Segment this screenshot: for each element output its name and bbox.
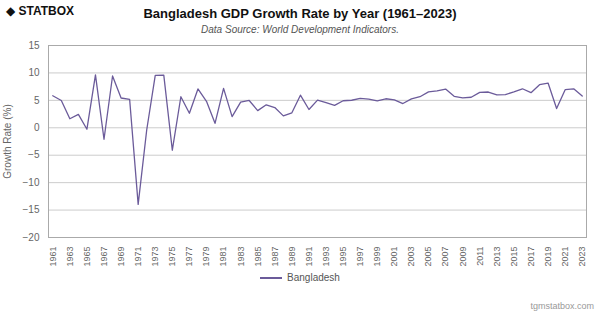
svg-text:2013: 2013 xyxy=(492,247,502,267)
svg-text:2023: 2023 xyxy=(577,247,587,267)
svg-text:1987: 1987 xyxy=(270,247,280,267)
html-text:◆ STATBOX: ◆ STATBOX xyxy=(6,4,75,18)
svg-text:15: 15 xyxy=(28,40,40,51)
svg-text:1999: 1999 xyxy=(372,247,382,267)
svg-text:1989: 1989 xyxy=(287,247,297,267)
svg-text:1973: 1973 xyxy=(150,247,160,267)
html-text:Bangladesh GDP Growth Rate by: Bangladesh GDP Growth Rate by Year (1961… xyxy=(143,6,457,21)
svg-text:2005: 2005 xyxy=(423,247,433,267)
svg-text:Growth Rate (%): Growth Rate (%) xyxy=(2,104,13,178)
svg-text:1977: 1977 xyxy=(184,247,194,267)
svg-text:1979: 1979 xyxy=(201,247,211,267)
svg-text:2001: 2001 xyxy=(389,247,399,267)
svg-text:−5: −5 xyxy=(28,149,40,160)
svg-text:2019: 2019 xyxy=(543,247,553,267)
svg-text:1971: 1971 xyxy=(133,247,143,267)
html-text:tgmstatbox.com: tgmstatbox.com xyxy=(530,301,594,311)
svg-text:1993: 1993 xyxy=(321,247,331,267)
svg-text:5: 5 xyxy=(34,95,40,106)
svg-text:1997: 1997 xyxy=(355,247,365,267)
svg-text:1985: 1985 xyxy=(253,247,263,267)
svg-text:2021: 2021 xyxy=(560,247,570,267)
svg-text:1967: 1967 xyxy=(99,247,109,267)
svg-text:2011: 2011 xyxy=(475,247,485,266)
svg-text:1965: 1965 xyxy=(82,247,92,267)
svg-text:1975: 1975 xyxy=(167,247,177,267)
svg-text:1961: 1961 xyxy=(48,247,58,267)
svg-text:2009: 2009 xyxy=(458,247,468,267)
svg-text:1983: 1983 xyxy=(236,247,246,267)
html-text:Data Source: World Development: Data Source: World Development Indicator… xyxy=(201,24,399,35)
svg-text:1963: 1963 xyxy=(65,247,75,267)
svg-text:10: 10 xyxy=(28,67,40,78)
svg-text:1991: 1991 xyxy=(304,247,314,267)
svg-text:1981: 1981 xyxy=(218,247,228,267)
svg-text:2007: 2007 xyxy=(440,247,450,267)
svg-text:−15: −15 xyxy=(23,204,40,215)
svg-text:1995: 1995 xyxy=(338,247,348,267)
html-text:Bangladesh: Bangladesh xyxy=(287,272,340,283)
svg-text:−20: −20 xyxy=(23,232,40,243)
svg-text:2003: 2003 xyxy=(406,247,416,267)
svg-text:−10: −10 xyxy=(23,177,40,188)
svg-text:0: 0 xyxy=(34,122,40,133)
svg-text:1969: 1969 xyxy=(116,247,126,267)
svg-text:2017: 2017 xyxy=(526,247,536,267)
svg-text:2015: 2015 xyxy=(509,247,519,267)
